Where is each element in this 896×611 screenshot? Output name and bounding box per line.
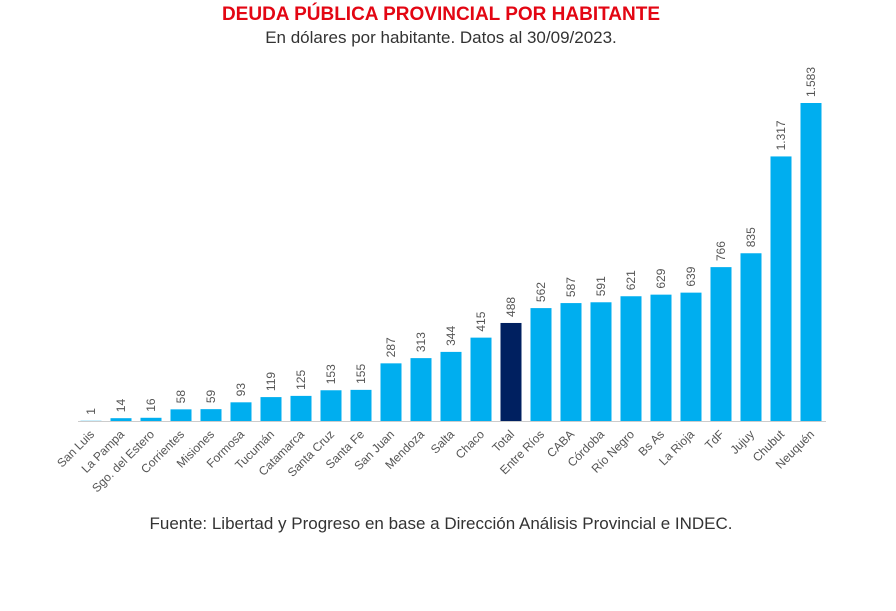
- value-label: 59: [204, 389, 218, 403]
- x-tick-label: TdF: [702, 427, 727, 452]
- chart-subtitle: En dólares por habitante. Datos al 30/09…: [265, 28, 617, 47]
- value-label: 488: [504, 297, 518, 317]
- bar: [590, 302, 612, 421]
- value-label: 155: [354, 364, 368, 384]
- bar: [560, 303, 582, 421]
- bar: [110, 418, 132, 421]
- bar: [710, 267, 732, 421]
- value-label: 591: [594, 276, 608, 296]
- value-label: 629: [654, 268, 668, 288]
- chart-title: DEUDA PÚBLICA PROVINCIAL POR HABITANTE: [222, 3, 660, 25]
- value-label: 1.583: [804, 67, 818, 97]
- value-label: 119: [264, 372, 278, 391]
- bar: [230, 402, 252, 421]
- bar: [620, 296, 642, 421]
- bar: [500, 322, 522, 421]
- bar: [530, 308, 552, 421]
- value-label: 313: [414, 332, 428, 352]
- bar: [140, 417, 162, 421]
- value-label: 621: [624, 270, 638, 290]
- value-label: 835: [744, 227, 758, 247]
- value-label: 562: [534, 282, 548, 302]
- bar: [350, 389, 372, 421]
- value-label: 344: [444, 326, 458, 346]
- value-label: 153: [324, 364, 338, 384]
- bar: [650, 294, 672, 421]
- value-label: 125: [294, 370, 308, 390]
- bar: [680, 292, 702, 421]
- source-note: Fuente: Libertad y Progreso en base a Di…: [149, 514, 732, 533]
- value-label: 1.317: [774, 120, 788, 150]
- bar: [260, 397, 282, 421]
- value-label: 287: [384, 337, 398, 357]
- x-tick-label: Chaco: [453, 427, 488, 462]
- bar: [740, 253, 762, 421]
- value-label: 639: [684, 266, 698, 286]
- bar: [170, 409, 192, 421]
- bar: [470, 337, 492, 421]
- bar: [800, 103, 822, 421]
- bar: [440, 351, 462, 421]
- value-label: 415: [474, 311, 488, 331]
- value-label: 14: [114, 399, 128, 413]
- value-label: 93: [234, 383, 248, 397]
- value-label: 587: [564, 277, 578, 297]
- value-label: 58: [174, 390, 188, 404]
- bar: [290, 395, 312, 421]
- bar: [380, 363, 402, 421]
- value-label: 766: [714, 241, 728, 261]
- bar: [410, 358, 432, 421]
- bar: [200, 409, 222, 421]
- value-label: 1: [84, 408, 98, 415]
- value-label: 16: [144, 398, 158, 412]
- bar: [320, 390, 342, 421]
- bar: [770, 156, 792, 422]
